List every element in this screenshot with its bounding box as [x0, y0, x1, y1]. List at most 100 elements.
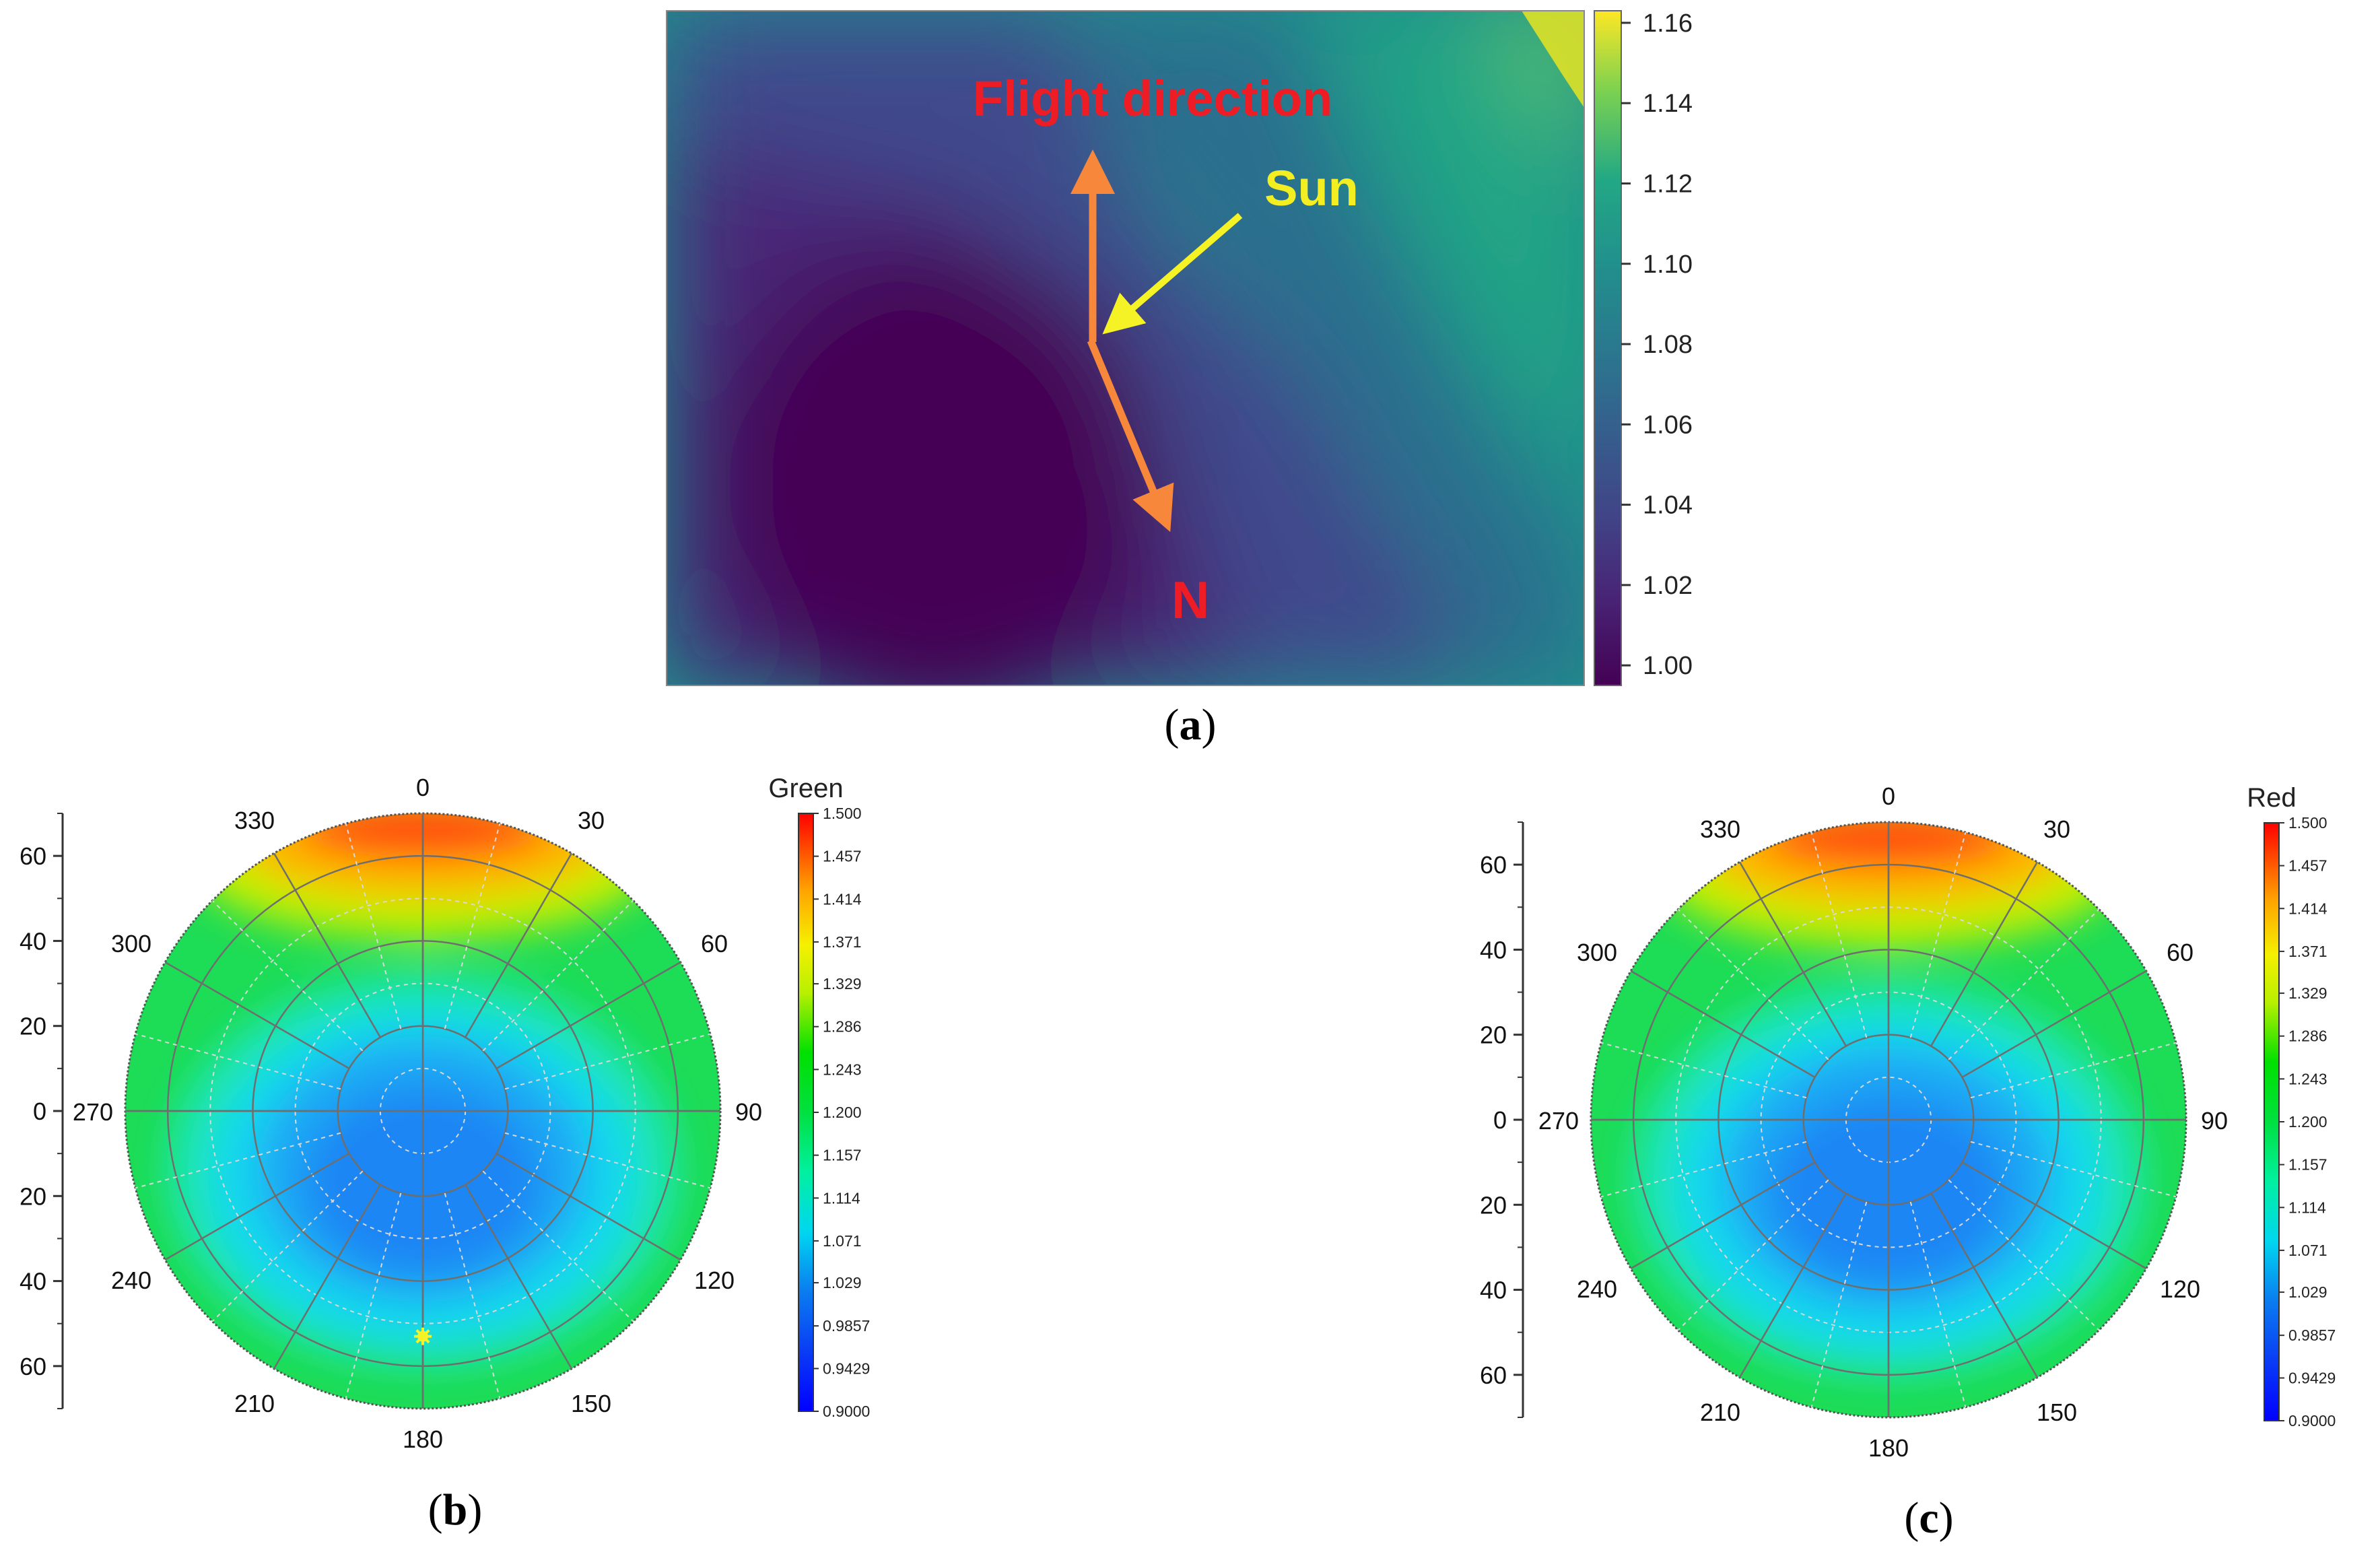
panel-b-colorbar-tick-label: 1.114 — [823, 1189, 860, 1207]
north-arrow — [1087, 339, 1174, 533]
colorbar-a-tick-label: 1.04 — [1643, 492, 1693, 520]
panel-c-azimuth-label: 150 — [2037, 1399, 2077, 1426]
panel-c-azimuth-label: 300 — [1577, 939, 1617, 966]
panel-b-spoke — [465, 852, 573, 1038]
panel-b-azimuth-label: 90 — [735, 1098, 762, 1126]
panel-b-colorbar-tick-label: 0.9000 — [823, 1403, 870, 1420]
panel-b-colorbar-tick-label: 1.029 — [823, 1274, 862, 1291]
colorbar-a — [1594, 10, 1622, 686]
panel-c-spoke — [1961, 1161, 2147, 1270]
panel-b-colorbar-tick-label: 1.500 — [823, 805, 862, 822]
panel-c-spoke — [1930, 1192, 2039, 1378]
panel-c-colorbar-tick-label: 0.9000 — [2288, 1412, 2336, 1429]
panel-c-colorbar-tick-label: 1.371 — [2288, 943, 2327, 960]
panel-c-azimuth-label: 180 — [1868, 1434, 1909, 1462]
colorbar-a-tick-label: 1.16 — [1643, 9, 1693, 38]
sun-arrow — [1102, 213, 1243, 335]
panel-b-polar-grid — [125, 813, 720, 1409]
panel-b-spoke — [211, 900, 364, 1052]
panel-c-azimuth-label: 270 — [1538, 1107, 1579, 1135]
panel-c-polar: 0 30 60 90 120 150 180 210 240 270 300 330 60 40 20 0 20… — [1480, 782, 2336, 1543]
panel-b-azimuth-label: 210 — [234, 1390, 275, 1417]
panel-b-spoke — [164, 961, 350, 1069]
panel-c-azimuth-label: 120 — [2160, 1275, 2200, 1303]
panel-b-colorbar-tick-label: 0.9429 — [823, 1360, 870, 1378]
panel-c-spoke — [1909, 1201, 1967, 1408]
panel-c-spoke — [1738, 861, 1847, 1047]
panel-c-colorbar-tick-label: 1.414 — [2288, 900, 2327, 917]
panel-b-colorbar-tick-label: 1.457 — [823, 848, 862, 865]
panel-c-spoke — [1970, 1141, 2177, 1198]
panel-c-spoke — [1961, 970, 2147, 1078]
panel-b-azimuth-label: 0 — [416, 774, 430, 801]
sun-label: Sun — [1264, 160, 1359, 216]
panel-b-azimuth-label: 60 — [701, 930, 728, 957]
panel-b-azimuth-label: 120 — [694, 1267, 735, 1294]
panel-c-radial-label: 60 — [1480, 1361, 1507, 1389]
panel-b-colorbar-tick-label: 1.286 — [823, 1018, 862, 1036]
panel-c-spoke — [1810, 832, 1868, 1038]
panel-c-spoke — [1970, 1042, 2177, 1099]
panel-b-spoke — [504, 1033, 711, 1090]
panel-b-azimuth-label: 240 — [111, 1267, 151, 1294]
panel-c-spoke — [1630, 1161, 1816, 1270]
panel-b-spoke — [444, 1192, 501, 1399]
panel-c-radial-axis: 60 40 20 0 20 40 60 — [1480, 821, 1524, 1418]
panel-b-colorbar-tick-label: 1.071 — [823, 1232, 862, 1250]
panel-c-azimuth-label: 60 — [2167, 939, 2194, 966]
panel-b-azimuth-label: 150 — [571, 1390, 611, 1417]
panel-c-spoke — [1948, 908, 2100, 1060]
panel-c-colorbar-tick-label: 1.200 — [2288, 1113, 2327, 1131]
panel-c-spoke — [1600, 1141, 1807, 1198]
panel-c-azimuth-label: 0 — [1882, 782, 1895, 810]
colorbar-a-tick-label: 1.12 — [1643, 170, 1693, 198]
panel-c-spoke — [1738, 1192, 1847, 1378]
panel-b-radial-label: 20 — [20, 1013, 46, 1040]
panel-b-radial-label: 60 — [20, 842, 46, 870]
panel-c-radial-label: 40 — [1480, 936, 1507, 964]
panel-c-azimuth-labels: 0 30 60 90 120 150 180 210 240 270 300 330 — [1538, 782, 2228, 1462]
panel-b-radial-label: 40 — [20, 927, 46, 955]
panel-c-spoke — [1810, 1201, 1868, 1408]
panel-c-spoke — [1677, 1179, 1829, 1331]
panel-c-colorbar-tick-label: 1.457 — [2288, 857, 2327, 875]
panel-b-colorbar-tick-label: 1.157 — [823, 1147, 862, 1164]
heatmap-image — [667, 11, 1584, 685]
panel-b-colorbar-tick-label: 0.9857 — [823, 1317, 870, 1335]
panel-c-colorbar-tick-label: 1.114 — [2288, 1199, 2326, 1216]
panel-c-azimuth-label: 240 — [1577, 1275, 1617, 1303]
panel-c-spoke — [1630, 970, 1816, 1078]
panel-b-azimuth-label: 270 — [73, 1098, 113, 1126]
panel-c-spoke — [1600, 1042, 1807, 1099]
panel-b-spoke — [135, 1132, 341, 1189]
panel-c-colorbar-tick-label: 1.286 — [2288, 1027, 2327, 1045]
colorbar-a-tick-label: 1.02 — [1643, 572, 1693, 600]
panel-c-colorbar-tick-label: 1.071 — [2288, 1242, 2327, 1259]
colorbar-a-tick-label: 1.06 — [1643, 411, 1693, 439]
panel-c-spoke — [1909, 832, 1967, 1038]
panel-b-spoke — [482, 1170, 634, 1322]
panel-b-spoke — [482, 900, 634, 1052]
panel-c-azimuth-label: 90 — [2201, 1107, 2228, 1135]
panel-b-radial-label: 0 — [33, 1098, 46, 1125]
panel-b-spoke — [211, 1170, 364, 1322]
panel-c-radial-label: 0 — [1493, 1106, 1507, 1134]
panel-c-caption-letter: c — [1919, 1493, 1938, 1543]
heatmap-frame — [666, 10, 1585, 686]
caption-a: (a) — [1165, 700, 1217, 749]
panel-b-spoke — [345, 823, 402, 1030]
panel-b-azimuth-labels: 0 30 60 90 120 150 180 210 240 270 300 330 — [73, 774, 762, 1453]
panel-b-azimuth-label: 180 — [403, 1425, 443, 1453]
panel-c-radial-label: 20 — [1480, 1191, 1507, 1219]
panel-c-azimuth-label: 30 — [2043, 815, 2070, 843]
panel-b-spoke — [164, 1153, 350, 1261]
panel-c-spoke — [1948, 1179, 2100, 1331]
panel-b-colorbar — [798, 813, 814, 1412]
panel-b-colorbar-title: Green — [768, 774, 843, 803]
colorbar-a-tick-label: 1.14 — [1643, 90, 1693, 118]
panel-c-colorbar-tick-label: 1.243 — [2288, 1070, 2327, 1087]
panel-c-colorbar-tick-label: 0.9429 — [2288, 1370, 2336, 1387]
panel-b-colorbar-tick-label: 1.371 — [823, 933, 862, 951]
panel-b-spoke — [345, 1192, 402, 1399]
panel-b-spoke — [273, 1184, 381, 1370]
